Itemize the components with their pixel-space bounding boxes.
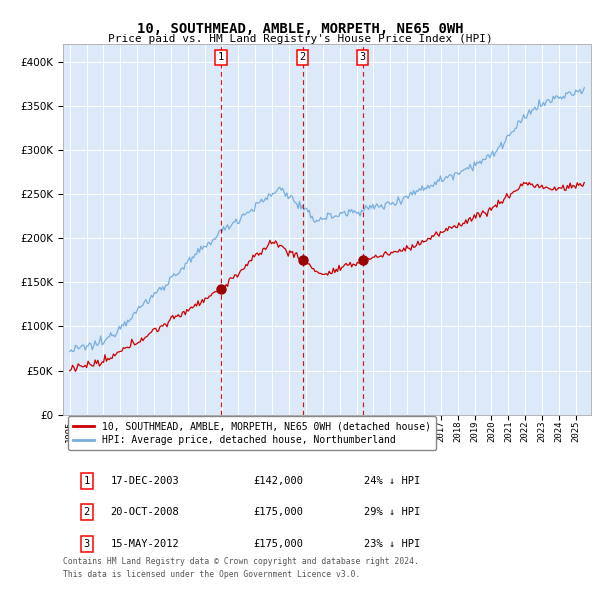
Text: This data is licensed under the Open Government Licence v3.0.: This data is licensed under the Open Gov… — [63, 569, 361, 579]
Text: 10, SOUTHMEAD, AMBLE, MORPETH, NE65 0WH: 10, SOUTHMEAD, AMBLE, MORPETH, NE65 0WH — [137, 22, 463, 36]
Text: Contains HM Land Registry data © Crown copyright and database right 2024.: Contains HM Land Registry data © Crown c… — [63, 557, 419, 566]
Text: 23% ↓ HPI: 23% ↓ HPI — [364, 539, 420, 549]
Text: 1: 1 — [83, 476, 90, 486]
Text: 3: 3 — [83, 539, 90, 549]
Text: 2: 2 — [299, 53, 305, 63]
Text: 29% ↓ HPI: 29% ↓ HPI — [364, 507, 420, 517]
Text: 1: 1 — [218, 53, 224, 63]
Text: 2: 2 — [83, 507, 90, 517]
Legend: 10, SOUTHMEAD, AMBLE, MORPETH, NE65 0WH (detached house), HPI: Average price, de: 10, SOUTHMEAD, AMBLE, MORPETH, NE65 0WH … — [68, 417, 436, 450]
Text: 17-DEC-2003: 17-DEC-2003 — [110, 476, 179, 486]
Text: £175,000: £175,000 — [253, 507, 303, 517]
Text: 3: 3 — [359, 53, 366, 63]
Text: 24% ↓ HPI: 24% ↓ HPI — [364, 476, 420, 486]
Text: £142,000: £142,000 — [253, 476, 303, 486]
Text: £175,000: £175,000 — [253, 539, 303, 549]
Text: 20-OCT-2008: 20-OCT-2008 — [110, 507, 179, 517]
Text: 15-MAY-2012: 15-MAY-2012 — [110, 539, 179, 549]
Text: Price paid vs. HM Land Registry's House Price Index (HPI): Price paid vs. HM Land Registry's House … — [107, 34, 493, 44]
